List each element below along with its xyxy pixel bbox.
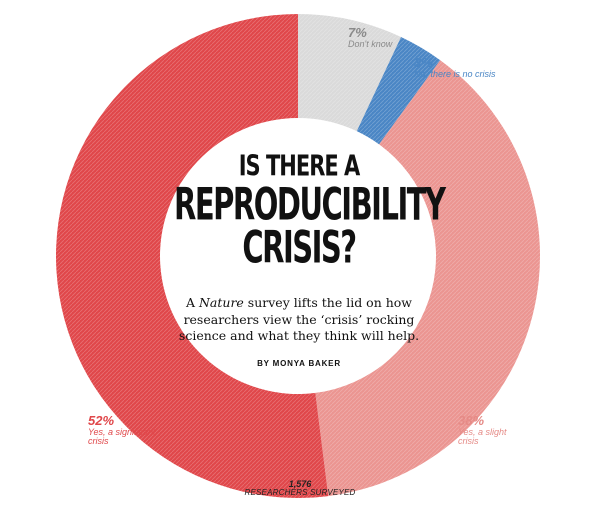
total-respondents: 1,576 RESEARCHERS SURVEYED (230, 479, 370, 498)
slice-text-significant-crisis: Yes, a significant crisis (88, 426, 156, 447)
headline-line-3: CRISIS? (242, 221, 357, 274)
slice-label-slight-crisis: 38% Yes, a slight crisis (458, 414, 507, 447)
subtitle: A Nature survey lifts the lid on how res… (174, 295, 424, 345)
slice-label-dont-know: 7% Don't know (348, 26, 392, 49)
total-caption: RESEARCHERS SURVEYED (244, 488, 356, 498)
subtitle-prefix: A (185, 295, 199, 311)
slice-percent-no-crisis: 3% (414, 55, 433, 70)
total-count: 1,576 (288, 479, 312, 489)
slice-label-significant-crisis: 52% Yes, a significant crisis (88, 414, 156, 447)
slice-percent-dont-know: 7% (348, 25, 367, 40)
headline-line-2: REPRODUCIBILITY (174, 177, 446, 231)
donut-slice-dont-know (298, 14, 402, 132)
donut-slice-slight-crisis (315, 60, 540, 497)
slice-text-slight-crisis: Yes, a slight crisis (458, 426, 507, 447)
donut-slice-no-crisis (356, 37, 441, 145)
slice-label-no-crisis: 3% No, there is no crisis (414, 56, 496, 79)
slice-text-no-crisis: No, there is no crisis (414, 68, 496, 79)
slice-percent-significant-crisis: 52% (88, 413, 115, 428)
slice-percent-slight-crisis: 38% (458, 413, 485, 428)
center-title-block: IS THERE A REPRODUCIBILITY CRISIS? A Nat… (174, 149, 446, 368)
subtitle-italic: Nature (198, 295, 244, 311)
subtitle-rest: survey lifts the lid on how researchers … (178, 295, 420, 344)
byline: BY MONYA BAKER (257, 358, 341, 368)
headline-line-1: IS THERE A (238, 149, 361, 183)
slice-text-dont-know: Don't know (348, 38, 393, 49)
donut-slice-significant-crisis (56, 14, 329, 499)
